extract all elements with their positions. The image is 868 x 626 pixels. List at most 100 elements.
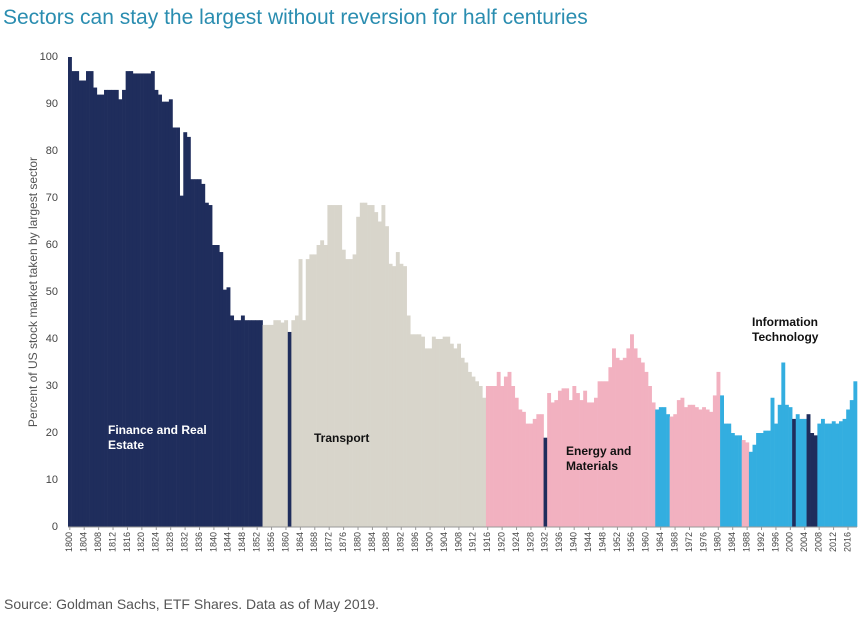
bar: [824, 423, 829, 527]
x-tick-label: 1972: [684, 532, 694, 552]
bar: [406, 315, 411, 527]
x-tick-label: 1948: [597, 532, 607, 552]
bar: [186, 136, 191, 527]
x-tick-label: 1864: [295, 532, 305, 552]
bar: [222, 289, 227, 527]
bar: [489, 386, 494, 527]
bar: [597, 381, 602, 527]
x-tick-label: 1900: [424, 532, 434, 552]
bar: [381, 205, 386, 528]
x-tick-label: 1896: [410, 532, 420, 552]
bar: [630, 334, 634, 527]
bar: [806, 414, 811, 527]
x-tick-label: 1888: [381, 532, 391, 552]
bar: [763, 430, 768, 527]
annotation: Finance and Real Estate: [108, 423, 207, 452]
bar: [756, 433, 761, 527]
x-tick-label: 2004: [799, 532, 809, 552]
bar: [529, 423, 534, 527]
bar: [349, 259, 353, 527]
bar: [233, 320, 238, 527]
bar: [118, 99, 123, 528]
bar: [172, 127, 177, 527]
bar: [727, 423, 732, 527]
bar: [93, 87, 98, 528]
bar: [212, 245, 217, 527]
bar: [428, 348, 433, 527]
y-tick-label: 20: [46, 427, 58, 439]
bar: [204, 202, 209, 527]
bar: [68, 57, 72, 527]
bar: [154, 89, 159, 528]
bar: [702, 407, 706, 527]
bar: [287, 331, 292, 527]
bar: [143, 73, 148, 527]
x-tick-label: 1868: [309, 532, 319, 552]
bar: [377, 221, 382, 527]
x-tick-label: 2000: [785, 532, 795, 552]
bar: [712, 395, 717, 527]
x-tick-label: 1920: [497, 532, 507, 552]
x-tick-label: 1912: [468, 532, 478, 552]
bar: [284, 320, 289, 527]
bar: [741, 440, 746, 527]
bar: [320, 240, 325, 528]
bar: [568, 400, 573, 527]
bar: [838, 421, 843, 527]
x-tick-label: 1860: [280, 532, 290, 552]
x-tick-label: 1892: [396, 532, 406, 552]
bar: [496, 371, 501, 527]
bar: [799, 418, 804, 527]
bar: [439, 339, 443, 527]
bar: [835, 423, 840, 527]
bar: [691, 404, 696, 527]
bar: [201, 183, 206, 527]
bar: [608, 367, 613, 527]
bar: [338, 205, 343, 528]
bar: [511, 386, 516, 527]
bar: [475, 381, 480, 527]
x-tick-label: 1932: [540, 532, 550, 552]
bar: [367, 205, 371, 528]
bar: [644, 371, 649, 527]
bar: [269, 324, 274, 527]
bar: [435, 339, 440, 527]
bar: [619, 360, 624, 527]
bar: [525, 423, 530, 527]
bar: [684, 407, 688, 527]
bar: [849, 400, 854, 527]
bar: [385, 226, 389, 527]
bar: [370, 205, 375, 528]
bar: [594, 397, 598, 527]
bar: [457, 343, 461, 527]
x-tick-label: 1980: [713, 532, 723, 552]
bar: [579, 400, 584, 527]
bar: [442, 336, 447, 527]
bar: [464, 362, 469, 527]
y-tick-label: 70: [46, 192, 58, 204]
bar: [626, 348, 631, 527]
x-tick-label: 1976: [698, 532, 708, 552]
bar: [759, 433, 764, 527]
bar: [521, 411, 526, 527]
x-tick-label: 1848: [237, 532, 247, 552]
chart: Percent of US stock market taken by larg…: [26, 51, 858, 552]
bar: [71, 71, 76, 527]
x-tick-label: 1800: [64, 532, 74, 552]
annotation: Energy and Materials: [566, 444, 632, 473]
x-tick-label: 1840: [208, 532, 218, 552]
bar: [853, 381, 858, 527]
bar: [122, 89, 126, 528]
bar: [147, 73, 152, 527]
bar: [748, 451, 753, 527]
bar: [446, 336, 451, 527]
bar: [507, 371, 512, 527]
bar: [720, 395, 724, 527]
bar: [633, 348, 638, 527]
x-tick-label: 1928: [525, 532, 535, 552]
bar: [716, 371, 721, 527]
bar: [240, 315, 245, 527]
bar: [554, 400, 559, 527]
x-tick-label: 1836: [194, 532, 204, 552]
bar: [709, 411, 714, 527]
